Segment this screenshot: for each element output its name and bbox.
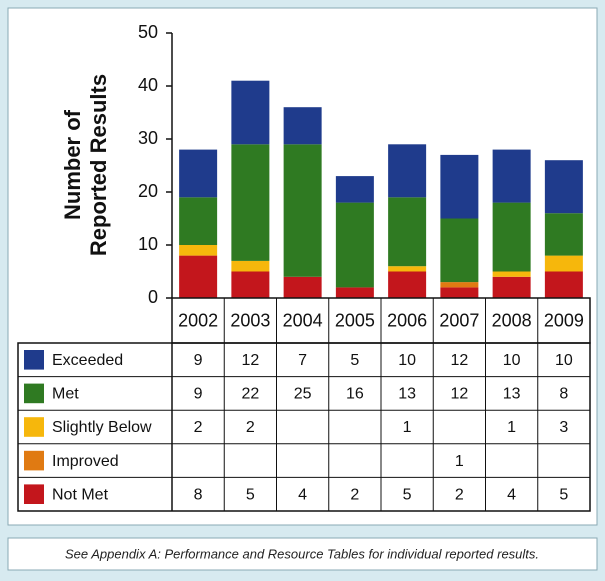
table-cell: 12	[450, 352, 468, 369]
table-cell: 5	[246, 486, 255, 503]
footnote-box	[7, 537, 598, 571]
bar-segment	[440, 287, 479, 298]
bar-segment	[544, 271, 583, 298]
table-cell: 1	[455, 453, 464, 470]
bar-segment	[544, 213, 583, 256]
y-axis-title-line: Reported Results	[86, 74, 111, 256]
bar-segment	[283, 107, 322, 145]
legend-swatch	[24, 350, 44, 370]
table-body-bg	[17, 342, 591, 512]
legend-swatch	[24, 417, 44, 437]
bar-segment	[179, 255, 218, 298]
bar-segment	[231, 271, 270, 298]
bar-segment	[544, 160, 583, 214]
table-cell: 10	[503, 352, 521, 369]
table-cell: 1	[403, 419, 412, 436]
bar-segment	[335, 202, 374, 288]
table-cell: 3	[559, 419, 568, 436]
x-tick-label: 2004	[283, 310, 323, 330]
bar-segment	[283, 276, 322, 298]
table-cell: 2	[194, 419, 203, 436]
y-tick-label: 20	[138, 181, 158, 201]
y-tick-label: 40	[138, 75, 158, 95]
x-tick-label: 2009	[544, 310, 584, 330]
bar-segment	[492, 149, 531, 203]
bar-segment	[388, 197, 427, 267]
legend-label: Improved	[52, 453, 119, 470]
table-cell: 2	[455, 486, 464, 503]
legend-label: Met	[52, 386, 79, 403]
table-cell: 9	[194, 352, 203, 369]
table-cell: 8	[194, 486, 203, 503]
legend-swatch	[24, 484, 44, 504]
table-cell: 10	[398, 352, 416, 369]
table-cell: 5	[350, 352, 359, 369]
x-tick-label: 2006	[387, 310, 427, 330]
y-axis-title: Number of Reported Results	[60, 74, 111, 256]
table-cell: 2	[246, 419, 255, 436]
bar-segment	[544, 255, 583, 272]
bar-segment	[440, 282, 479, 288]
table-cell: 1	[507, 419, 516, 436]
table-cell: 4	[298, 486, 307, 503]
legend-label: Not Met	[52, 486, 109, 503]
x-tick-label: 2008	[492, 310, 532, 330]
table-cell: 12	[450, 386, 468, 403]
legend-swatch	[24, 383, 44, 404]
legend-label: Exceeded	[52, 352, 123, 369]
x-tick-label: 2002	[178, 310, 218, 330]
bar-segment	[179, 149, 218, 198]
y-tick-label: 10	[138, 234, 158, 254]
bar-segment	[231, 260, 270, 272]
bar-segment	[179, 197, 218, 245]
bar-segment	[492, 276, 531, 298]
table-cell: 22	[241, 386, 259, 403]
table-cell: 10	[555, 352, 573, 369]
y-tick-label: 50	[138, 22, 158, 42]
legend-swatch	[24, 450, 44, 471]
table-cell: 12	[241, 352, 259, 369]
table-cell: 2	[350, 486, 359, 503]
x-tick-label: 2003	[230, 310, 270, 330]
legend-label: Slightly Below	[52, 419, 152, 436]
table-cell: 5	[559, 486, 568, 503]
y-tick-label: 30	[138, 128, 158, 148]
table-cell: 5	[403, 486, 412, 503]
bar-segment	[388, 266, 427, 272]
bar-segment	[179, 245, 218, 256]
table-cell: 13	[503, 386, 521, 403]
bar-segment	[231, 144, 270, 261]
bar-segment	[440, 218, 479, 283]
table-cell: 25	[294, 386, 312, 403]
bar-segment	[283, 144, 322, 277]
bar-segment	[440, 154, 479, 219]
bar-segment	[335, 287, 374, 298]
bar-segment	[388, 271, 427, 298]
bar-segment	[231, 80, 270, 145]
table-cell: 9	[194, 386, 203, 403]
table-cell: 8	[559, 386, 568, 403]
x-tick-label: 2007	[439, 310, 479, 330]
bar-segment	[492, 271, 531, 277]
bar-segment	[335, 176, 374, 203]
x-tick-label: 2005	[335, 310, 375, 330]
bar-segment	[388, 144, 427, 198]
y-axis-title-line: Number of	[60, 109, 85, 220]
footnote: See Appendix A: Performance and Resource…	[65, 546, 539, 561]
bar-segment	[492, 202, 531, 272]
y-tick-label: 0	[148, 287, 158, 307]
table-cell: 4	[507, 486, 516, 503]
table-cell: 13	[398, 386, 416, 403]
table-cell: 16	[346, 386, 364, 403]
table-cell: 7	[298, 352, 307, 369]
